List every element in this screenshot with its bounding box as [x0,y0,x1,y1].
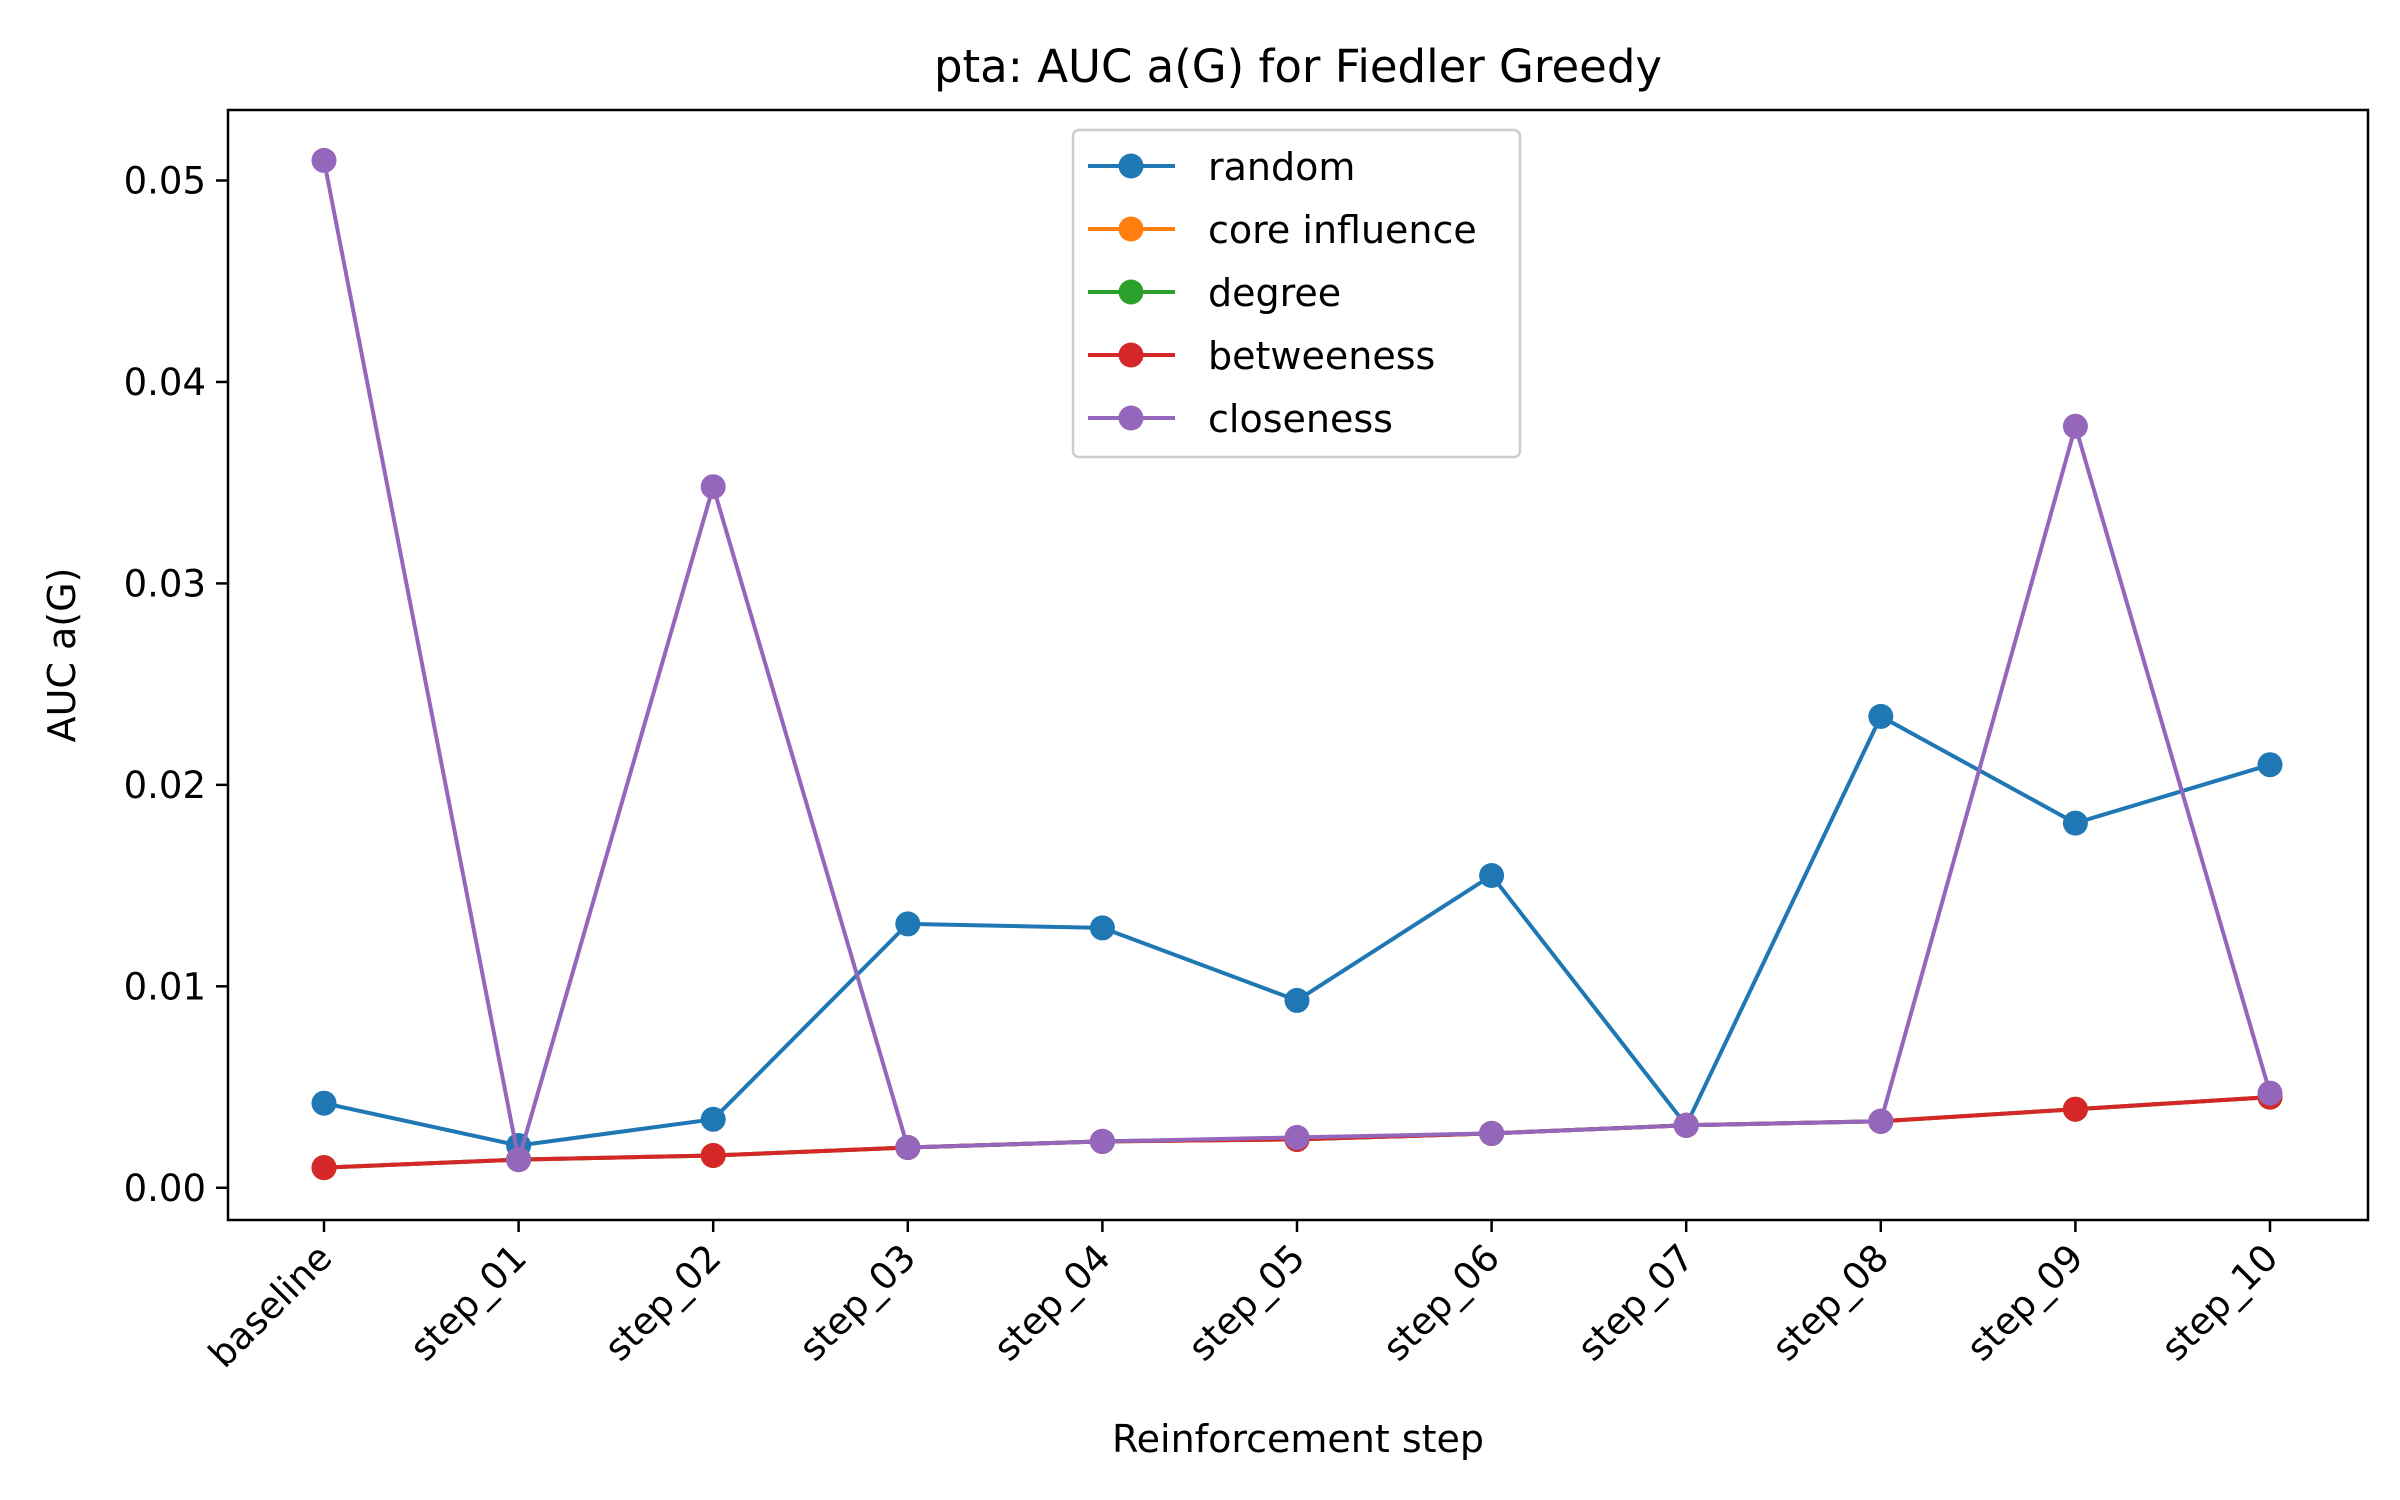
legend-marker [1118,405,1144,431]
chart-title: pta: AUC a(G) for Fiedler Greedy [934,40,1662,93]
data-point [1284,1124,1310,1150]
data-point [2062,810,2088,836]
data-point [2062,1096,2088,1122]
data-point [700,1143,726,1168]
data-point [506,1147,532,1173]
data-point [311,1090,337,1116]
y-tick-label: 0.02 [124,764,206,807]
legend-entry: closeness [1088,397,1393,441]
data-point [895,911,921,937]
legend-entry: random [1088,145,1355,189]
data-point [2062,413,2088,439]
legend-label: core influence [1208,208,1477,252]
data-point [1089,915,1115,941]
y-tick-label: 0.05 [124,160,206,203]
data-point [1868,1108,1894,1134]
y-tick-label: 0.04 [124,361,206,404]
legend-label: degree [1208,271,1341,315]
data-point [2257,752,2283,778]
legend-marker [1118,279,1144,305]
data-point [311,147,337,173]
data-point [311,1155,337,1181]
data-point [1284,987,1310,1013]
y-axis-label: AUC a(G) [40,568,84,743]
legend-label: closeness [1208,397,1393,441]
data-point [1479,1120,1505,1146]
data-point [1479,863,1505,888]
y-tick-label: 0.03 [124,562,206,605]
legend-entry: betweeness [1088,334,1435,378]
data-point [1089,1128,1115,1154]
series-closeness [311,147,2283,1173]
data-point [700,474,726,500]
data-point [1673,1112,1699,1138]
legend: random core influence degree betweeness clos… [1071,128,1522,459]
data-point [700,1106,726,1132]
legend-label: random [1208,145,1355,189]
y-tick-label: 0.01 [124,965,206,1008]
series-random [311,703,2283,1158]
plot-area [311,147,2283,1181]
y-tick-label: 0.00 [124,1167,206,1210]
legend-marker [1118,216,1144,242]
legend-marker [1118,342,1144,368]
legend-marker [1118,153,1144,179]
legend-entry: core influence [1088,208,1477,252]
data-point [2257,1080,2283,1106]
x-axis-label: Reinforcement step [1112,1417,1484,1461]
data-point [1868,703,1894,729]
y-axis: 0.00 0.01 0.02 0.03 0.04 0.05 [124,160,228,1210]
data-point [895,1135,921,1160]
legend-label: betweeness [1208,334,1435,378]
legend-entry: degree [1088,271,1341,315]
legend-box [1071,128,1522,459]
